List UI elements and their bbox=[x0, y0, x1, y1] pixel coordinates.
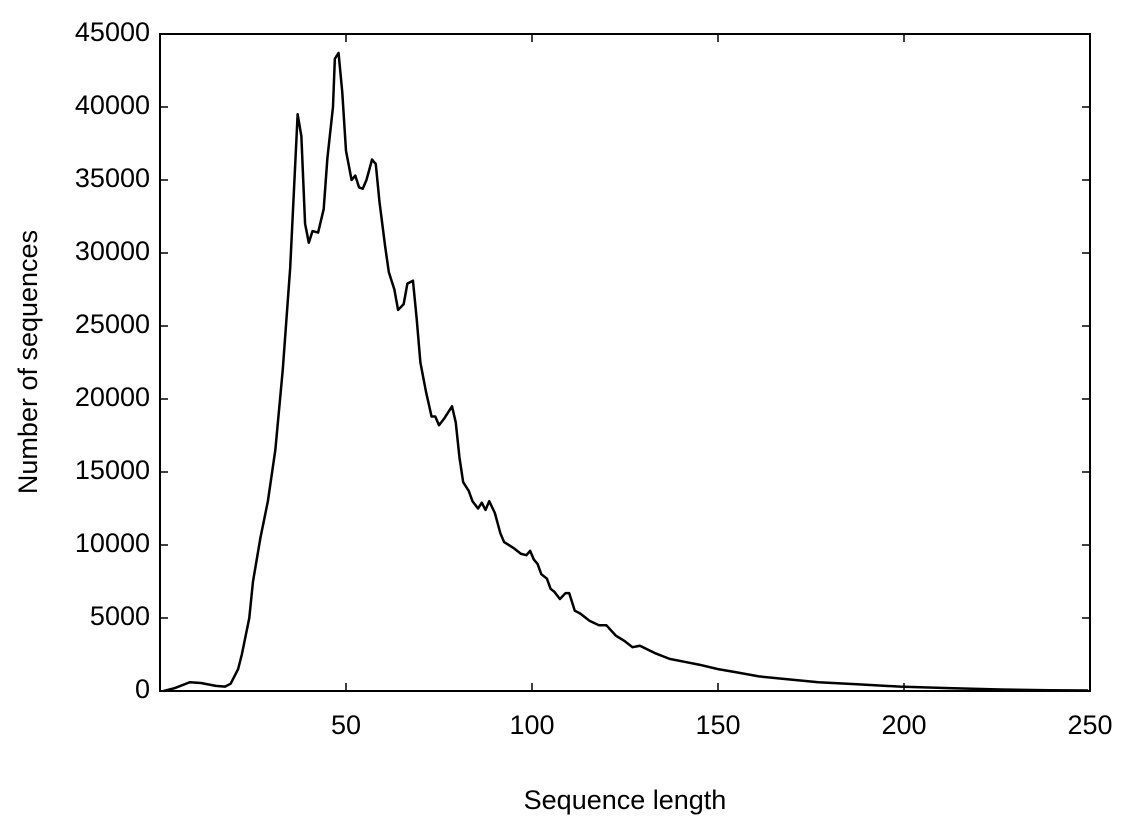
y-tick-label: 45000 bbox=[75, 17, 150, 47]
x-tick-label: 150 bbox=[695, 710, 740, 740]
x-tick-label: 100 bbox=[509, 710, 554, 740]
x-tick-label: 250 bbox=[1067, 710, 1112, 740]
y-tick-label: 30000 bbox=[75, 236, 150, 266]
y-tick-label: 35000 bbox=[75, 163, 150, 193]
y-tick-label: 40000 bbox=[75, 90, 150, 120]
y-tick-label: 10000 bbox=[75, 528, 150, 558]
x-tick-label: 200 bbox=[881, 710, 926, 740]
y-tick-label: 15000 bbox=[75, 455, 150, 485]
plot-frame bbox=[159, 33, 1091, 692]
y-tick-label: 20000 bbox=[75, 382, 150, 412]
x-axis-label: Sequence length bbox=[524, 785, 727, 815]
y-tick-label: 25000 bbox=[75, 309, 150, 339]
x-tick-label: 50 bbox=[331, 710, 361, 740]
y-tick-label: 0 bbox=[135, 674, 150, 704]
y-axis-label: Number of sequences bbox=[13, 230, 43, 494]
y-tick-label: 5000 bbox=[90, 601, 150, 631]
data-line bbox=[163, 51, 1089, 693]
